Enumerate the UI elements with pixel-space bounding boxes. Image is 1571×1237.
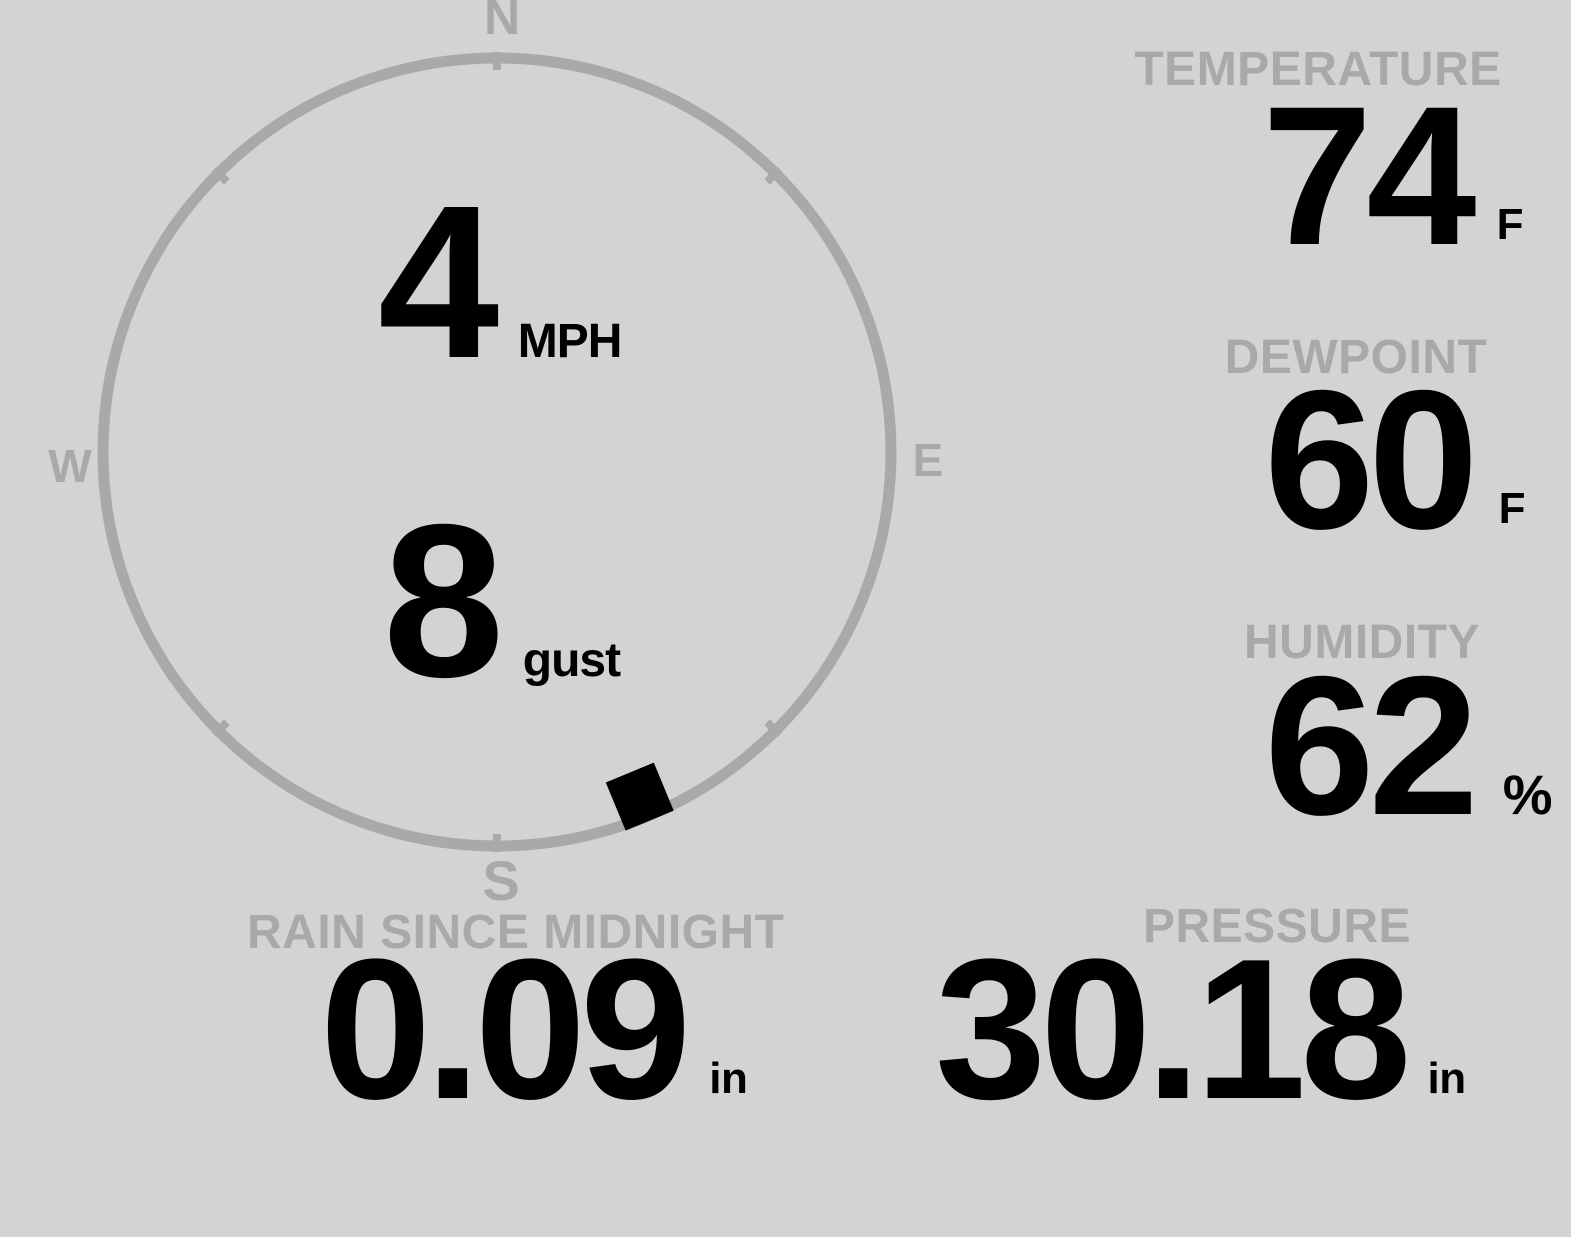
- pressure-label: PRESSURE: [1142, 900, 1412, 953]
- temperature-value: 74: [1262, 65, 1476, 286]
- compass-tick-south: [493, 834, 501, 852]
- compass-label-east: E: [912, 434, 944, 486]
- humidity-value-row: 62 %: [1264, 647, 1552, 845]
- rain-value-row: 0.09 in: [320, 930, 748, 1130]
- temperature-value-row: 74 F: [1262, 77, 1523, 275]
- dewpoint-value: 60: [1264, 349, 1478, 570]
- compass-label-north: N: [483, 0, 521, 45]
- temperature-unit: F: [1496, 200, 1524, 249]
- pressure-unit: in: [1427, 1054, 1467, 1103]
- compass-tick-southeast: [764, 719, 783, 738]
- pressure-value: 30.18: [935, 918, 1411, 1141]
- wind-gust-value: 8: [383, 480, 504, 723]
- compass-tick-northwest: [211, 166, 230, 185]
- wind-gust: 8 gust: [383, 480, 621, 723]
- wind-compass: [97, 52, 897, 852]
- compass-label-west: W: [48, 440, 92, 492]
- dewpoint-value-row: 60 F: [1264, 361, 1525, 559]
- humidity-label: HUMIDITY: [1244, 616, 1480, 669]
- pressure-value-row: 30.18 in: [935, 930, 1466, 1130]
- compass-label-south: S: [482, 849, 520, 912]
- wind-gust-unit: gust: [522, 634, 621, 687]
- temperature-label: TEMPERATURE: [1134, 43, 1502, 96]
- rain-value: 0.09: [320, 918, 691, 1141]
- compass-graphic: [97, 52, 897, 852]
- wind-speed-unit: MPH: [517, 315, 623, 368]
- compass-tick-northeast: [764, 166, 783, 185]
- dewpoint-label: DEWPOINT: [1224, 331, 1488, 384]
- rain-label: RAIN SINCE MIDNIGHT: [247, 906, 785, 959]
- wind-direction-marker: [605, 762, 674, 831]
- wind-speed-value: 4: [378, 161, 499, 404]
- dewpoint-unit: F: [1498, 484, 1526, 533]
- wind-speed: 4 MPH: [378, 174, 622, 392]
- humidity-unit: %: [1502, 763, 1553, 826]
- rain-unit: in: [709, 1054, 748, 1103]
- compass-tick-southwest: [211, 719, 230, 738]
- compass-tick-north: [493, 52, 501, 70]
- humidity-value: 62: [1264, 635, 1478, 856]
